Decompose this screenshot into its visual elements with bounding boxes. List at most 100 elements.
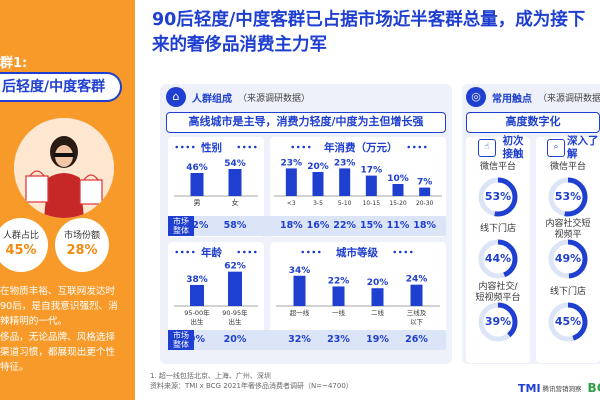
overall-value: 32% (288, 334, 311, 345)
progress-ring (478, 239, 518, 279)
channel-value: 53% (484, 190, 512, 203)
category-label: 90-95年 (222, 308, 248, 317)
description-line: 渠道习惯，都展现出更个性 (0, 346, 116, 358)
category-label: 一线 (332, 308, 346, 317)
bar-value-label: 23% (334, 158, 356, 168)
bar-value-label: 34% (289, 266, 311, 276)
bar (410, 284, 423, 306)
first-contact-icon: ☝ (478, 139, 496, 157)
category-label: 10-15 (363, 200, 381, 207)
bar (190, 173, 204, 196)
spend-title: 年消费（万元） (324, 142, 398, 154)
progress-ring (548, 239, 588, 279)
channel-label: 线下门店 (479, 224, 516, 234)
people-panel-source: （来源调研数据） (238, 93, 311, 104)
deep-dive-column (536, 137, 600, 363)
page-title: 90后轻度/中度客群已占据市场近半客群总量，成为接下 来的奢侈品消费主力军 (152, 8, 600, 58)
brand-logos: TMI 腾讯营销洞察 BC (518, 378, 600, 398)
category-label: 3-5 (313, 200, 323, 207)
market-overall-label: 市场整体 (168, 216, 194, 236)
market-overall-text: 市场整体 (173, 331, 189, 349)
target-icon: ◎ (466, 87, 486, 107)
dots-decoration (174, 250, 196, 254)
touchpoint-panel-title: 常用触点 (492, 93, 532, 105)
bar (365, 175, 377, 196)
ring-fill (478, 302, 518, 342)
bar (190, 284, 204, 306)
city-title: 城市等级 (336, 247, 378, 259)
age-card: 年龄 (168, 242, 264, 342)
category-label: 三线及 (407, 308, 427, 317)
bar-value-label: 10% (387, 174, 409, 184)
bar-value-label: 24% (406, 275, 428, 285)
overall-value: 22% (333, 220, 357, 231)
channel-label: 内容社交/ (478, 282, 518, 292)
category-label: 出生 (229, 317, 243, 326)
bar-value-label: 54% (224, 159, 246, 169)
overall-value: 9% (188, 334, 206, 345)
progress-ring (478, 177, 518, 217)
bar (285, 168, 297, 196)
dots-decoration (236, 250, 258, 254)
dots-decoration (174, 145, 196, 149)
dots-decoration (290, 145, 312, 149)
dots-decoration (236, 145, 258, 149)
category-label: 二线 (371, 308, 385, 317)
ring-fill (548, 302, 588, 342)
category-label: 5-10 (338, 200, 352, 207)
category-label: <3 (287, 200, 296, 207)
segment-label: 后轻度/中度客群 (0, 72, 122, 102)
bar-value-label: 38% (186, 275, 208, 285)
ring-fill (478, 177, 518, 217)
gender-chart: 46% 男 54% 女 (174, 159, 258, 207)
bar (339, 168, 351, 196)
description-line: 在物质丰裕、互联网发达时 (0, 286, 116, 297)
bcg-logo: BC (587, 381, 600, 395)
market-overall-label: 市场整体 (168, 330, 194, 350)
overall-value: 42% (185, 220, 209, 231)
bar (293, 275, 306, 306)
page-title-line-2: 来的奢侈品消费主力军 (152, 35, 327, 55)
market-share-label: 市场份额 (63, 231, 100, 241)
population-share-label: 人群占比 (2, 231, 39, 241)
deep-dive-icon: ⌕ (547, 139, 565, 157)
overall-value: 58% (223, 220, 247, 231)
overall-value: 20% (223, 334, 247, 345)
overall-value: 26% (405, 334, 428, 345)
category-label: 20-30 (416, 200, 434, 207)
segment-description: 在物质丰裕、互联网发达时 90后，是自我意识强烈、消 辣精明的一代。 侈品，无论… (0, 284, 135, 375)
first-contact-heading: 初次接触 (502, 135, 524, 160)
touchpoint-banner: 高度数字化 (466, 112, 600, 133)
dots-decoration (392, 250, 414, 254)
description-line: 特征。 (0, 362, 29, 374)
channel-label: 微信平台 (479, 162, 516, 172)
category-label: 超一线 (290, 308, 310, 317)
tmi-logo: TMI (518, 381, 541, 395)
category-label: 以下 (410, 318, 424, 326)
market-share-stat: 市场份额 28% (55, 218, 109, 272)
bar-value-label: 20% (367, 278, 389, 288)
bar-value-label: 22% (328, 276, 350, 286)
bar (392, 184, 404, 196)
description-line: 辣精明的一代。 (0, 316, 68, 328)
category-label: 15-20 (389, 200, 407, 207)
description-line: 90后，是自我意识强烈、消 (0, 301, 118, 313)
bar (419, 187, 431, 196)
market-overall-band (168, 216, 446, 236)
channel-label: 内容社交短 (545, 219, 591, 229)
people-panel-title: 人群组成 (192, 93, 232, 105)
overall-value: 23% (327, 334, 350, 345)
category-label: 女 (232, 198, 239, 207)
consumer-portrait-image (14, 118, 114, 218)
overall-value: 11% (386, 220, 410, 231)
touchpoint-panel-header: ◎ 常用触点 （来源调研数据） (466, 86, 600, 108)
bar-value-label: 62% (224, 262, 246, 272)
touchpoint-panel-source: （来源调研数据） (538, 93, 600, 104)
segment-number: 群1: (0, 56, 28, 71)
segment-panel: 群1: 后轻度/中度客群 人群占比 45% 市场份额 28% 在物质丰裕、互联网… (0, 0, 135, 400)
bar-value-label: 46% (186, 163, 208, 173)
channel-value: 44% (484, 252, 512, 265)
category-label: 出生 (191, 317, 205, 326)
